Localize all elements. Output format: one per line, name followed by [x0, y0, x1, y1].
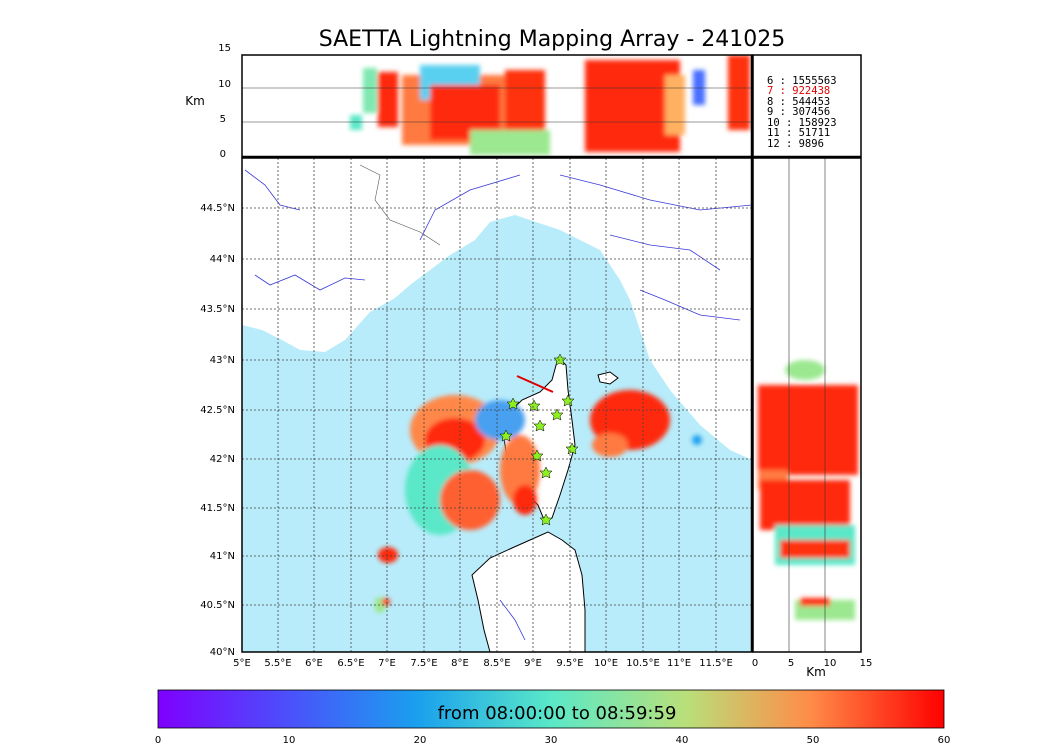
top-panel-ylabel: Km: [185, 94, 205, 108]
lat-tick: 41.5°N: [200, 503, 235, 514]
lon-tick: 6°E: [305, 658, 323, 669]
top-ytick: 15: [218, 43, 231, 54]
right-xtick: 15: [860, 658, 873, 669]
top-ytick: 10: [218, 79, 231, 90]
altitude-longitude-panel: [241, 54, 753, 158]
red-leader-trace: [516, 375, 554, 393]
lon-tick: 9°E: [524, 658, 542, 669]
rivers: [244, 169, 752, 641]
lon-tick: 11°E: [667, 658, 691, 669]
lat-tick: 43°N: [210, 355, 235, 366]
figure-title: SAETTA Lightning Mapping Array - 241025: [319, 27, 786, 52]
right-xtick: 0: [752, 658, 758, 669]
colorbar-tick: 10: [283, 735, 296, 746]
top-ytick: 0: [220, 149, 226, 160]
right-xtick: 5: [788, 658, 794, 669]
stat-row: 8 : 544453: [767, 96, 830, 108]
sardinia-island: [471, 531, 586, 652]
colorbar-tick: 20: [414, 735, 427, 746]
top-ytick: 5: [220, 114, 226, 125]
lon-tick: 10°E: [594, 658, 618, 669]
colorbar-tick: 0: [155, 735, 161, 746]
colorbar: from 08:00:00 to 08:59:59 0 10 20 30 40 …: [155, 689, 951, 746]
station-star-icon: [533, 419, 547, 432]
map-panel: [241, 157, 753, 653]
colorbar-tick: 60: [938, 735, 951, 746]
lon-tick: 11.5°E: [699, 658, 733, 669]
lma-stations: [499, 353, 579, 526]
stat-row: 6 : 1555563: [767, 75, 837, 87]
stat-row: 7 : 922438: [767, 85, 830, 97]
colorbar-tick: 50: [807, 735, 820, 746]
lat-tick: 41°N: [210, 551, 235, 562]
station-star-icon: [553, 353, 567, 366]
lon-tick: 7.5°E: [410, 658, 437, 669]
right-panel-xticks: 0 5 10 15: [752, 658, 873, 669]
colorbar-label: from 08:00:00 to 08:59:59: [438, 703, 677, 724]
latitude-altitude-panel: [752, 157, 862, 653]
lat-tick: 42.5°N: [200, 405, 235, 416]
station-star-icon: [565, 442, 579, 455]
lon-tick: 5°E: [233, 658, 251, 669]
stat-row: 10 : 158923: [767, 117, 837, 129]
lon-tick: 9.5°E: [556, 658, 583, 669]
station-star-icon: [561, 394, 575, 407]
colorbar-tick: 40: [676, 735, 689, 746]
lon-tick: 8°E: [451, 658, 469, 669]
station-star-icon: [539, 513, 553, 526]
colorbar-tick: 30: [545, 735, 558, 746]
station-star-icon: [499, 429, 513, 442]
longitude-labels: 5°E 5.5°E 6°E 6.5°E 7°E 7.5°E 8°E 8.5°E …: [233, 658, 733, 669]
lat-tick: 40.5°N: [200, 600, 235, 611]
lon-tick: 7°E: [378, 658, 396, 669]
stats-panel: 6 : 1555563 7 : 922438 8 : 544453 9 : 30…: [752, 54, 862, 158]
station-star-icon: [539, 466, 553, 479]
right-panel-xlabel: Km: [806, 665, 826, 679]
stat-row: 9 : 307456: [767, 106, 830, 118]
lat-tick: 43.5°N: [200, 304, 235, 315]
lat-tick: 44°N: [210, 254, 235, 265]
lon-tick: 10.5°E: [626, 658, 660, 669]
lon-tick: 8.5°E: [483, 658, 510, 669]
station-star-icon: [506, 397, 520, 410]
stat-row: 11 : 51711: [767, 127, 830, 139]
lon-tick: 6.5°E: [337, 658, 364, 669]
right-xtick: 10: [824, 658, 837, 669]
lat-tick: 42°N: [210, 454, 235, 465]
latitude-labels: 44.5°N 44°N 43.5°N 43°N 42.5°N 42°N 41.5…: [200, 203, 235, 658]
borders: [359, 164, 441, 246]
latitude-source-cloud: [758, 360, 858, 620]
graticule: [242, 158, 752, 652]
lat-tick: 44.5°N: [200, 203, 235, 214]
station-star-icon: [527, 399, 541, 412]
altitude-source-cloud: [350, 55, 750, 155]
colorbar-gradient: [157, 689, 945, 729]
lon-tick: 5.5°E: [264, 658, 291, 669]
lat-tick: 40°N: [210, 647, 235, 658]
station-star-icon: [550, 408, 564, 421]
elba-island: [597, 371, 619, 385]
station-star-icon: [530, 449, 544, 462]
map-source-cloud: [374, 390, 702, 613]
stat-row: 12 : 9896: [767, 138, 824, 150]
